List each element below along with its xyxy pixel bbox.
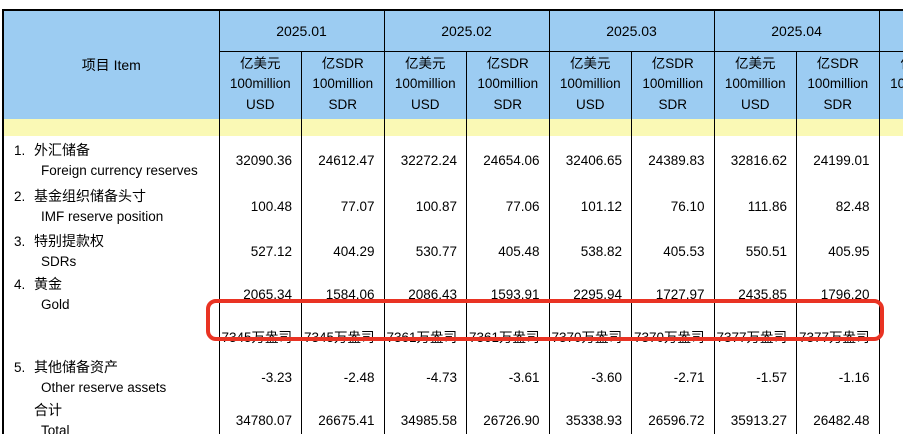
value-cell: -2.48	[301, 356, 385, 399]
item-column-header: 项目 Item	[81, 57, 141, 73]
row-label: 5. 其他储备资产 Other reserve assets	[14, 359, 167, 395]
value-cell: 7370万盎司	[548, 315, 632, 357]
value-cell: 1727.97	[631, 273, 715, 316]
yellow-divider-row	[3, 119, 903, 136]
value-cell: 26675.41	[301, 398, 385, 434]
value-cell: 111.86	[713, 184, 797, 229]
value-cell: 77.06	[466, 184, 550, 229]
value-cell: -2.71	[631, 356, 715, 399]
row-label: 合计 Total	[34, 402, 70, 434]
row-total: 合计 Total 34780.07 26675.41 34985.58 26726…	[3, 398, 903, 434]
value-cell: 2435.85	[713, 273, 797, 316]
row-foreign-currency-reserves: 1. 外汇储备 Foreign currency reserves 32090.36…	[3, 136, 903, 184]
value-cell: 26482.48	[796, 398, 880, 434]
value-cell: 26726.90	[466, 398, 550, 434]
value-cell: 76.10	[631, 184, 715, 229]
subheader-usd-1: 亿美元 100million USD	[218, 51, 302, 119]
value-cell: 527.12	[218, 229, 302, 273]
value-cell: 1584.06	[301, 273, 385, 316]
row-label	[3, 315, 219, 356]
value-cell: 2065.34	[218, 273, 302, 316]
value-cell: -3.61	[466, 356, 550, 399]
value-cell: 34780.07	[218, 398, 302, 434]
row-label: 2. 基金组织储备头寸 IMF reserve position	[14, 188, 164, 224]
value-cell: 538.82	[548, 229, 632, 273]
value-cell: 1593.91	[466, 273, 550, 316]
value-cell: 7377万盎司	[713, 315, 797, 357]
value-cell: 24612.47	[301, 136, 385, 184]
row-gold: 4. 黄金 Gold 2065.34 1584.06 2086.43 1593.91…	[3, 273, 903, 316]
value-cell: 7345万盎司	[218, 315, 302, 357]
period-header-partial	[878, 10, 903, 52]
subheader-sdr-1: 亿SDR 100million SDR	[301, 51, 385, 119]
value-cell: 1796.20	[796, 273, 880, 316]
value-cell: -4.73	[383, 356, 467, 399]
value-cell: 82.48	[796, 184, 880, 229]
value-cell: 101.12	[548, 184, 632, 229]
value-cell: 550.51	[713, 229, 797, 273]
row-sdrs: 3. 特别提款权 SDRs 527.12 404.29 530.77 405.48 …	[3, 229, 903, 273]
value-cell: 77.07	[301, 184, 385, 229]
value-cell: 7361万盎司	[466, 315, 550, 357]
value-cell: 24389.83	[631, 136, 715, 184]
row-other-reserve-assets: 5. 其他储备资产 Other reserve assets -3.23 -2.48…	[3, 356, 903, 399]
value-cell: 404.29	[301, 229, 385, 273]
row-label: 4. 黄金 Gold	[14, 276, 70, 312]
value-cell: -3.60	[548, 356, 632, 399]
value-cell: 405.95	[796, 229, 880, 273]
row-label: 3. 特别提款权 SDRs	[14, 232, 104, 269]
value-cell: 7370万盎司	[631, 315, 715, 357]
value-cell: 35913.27	[713, 398, 797, 434]
reserves-table: 项目 Item 2025.01 2025.02 2025.03 2025.04 …	[2, 9, 903, 434]
value-cell: -1.16	[796, 356, 880, 399]
value-cell: 26596.72	[631, 398, 715, 434]
value-cell: 24199.01	[796, 136, 880, 184]
value-cell: 32406.65	[548, 136, 632, 184]
value-cell: 405.48	[466, 229, 550, 273]
subheader-sdr-4: 亿SDR 100million SDR	[796, 51, 880, 119]
value-cell: 2295.94	[548, 273, 632, 316]
value-cell: 32272.24	[383, 136, 467, 184]
row-label: 1. 外汇储备 Foreign currency reserves	[14, 141, 198, 178]
period-header-2025-03: 2025.03	[548, 10, 715, 52]
value-cell: 7345万盎司	[301, 315, 385, 357]
subheader-usd-2: 亿美元 100million USD	[383, 51, 467, 119]
value-cell: 24654.06	[466, 136, 550, 184]
value-cell: 7361万盎司	[383, 315, 467, 357]
value-cell: 100.48	[218, 184, 302, 229]
value-cell: 7377万盎司	[796, 315, 880, 357]
value-cell: -3.23	[218, 356, 302, 399]
period-header-2025-04: 2025.04	[713, 10, 880, 52]
value-cell: 34985.58	[383, 398, 467, 434]
period-header-2025-02: 2025.02	[383, 10, 550, 52]
row-imf-reserve-position: 2. 基金组织储备头寸 IMF reserve position 100.48 77…	[3, 184, 903, 229]
value-cell: 530.77	[383, 229, 467, 273]
value-cell: 35338.93	[548, 398, 632, 434]
value-cell: 405.53	[631, 229, 715, 273]
subheader-usd-3: 亿美元 100million USD	[548, 51, 632, 119]
value-cell: 100.87	[383, 184, 467, 229]
value-cell: 2086.43	[383, 273, 467, 316]
period-header-2025-01: 2025.01	[218, 10, 385, 52]
subheader-sdr-3: 亿SDR 100million SDR	[631, 51, 715, 119]
value-cell: 32090.36	[218, 136, 302, 184]
value-cell: 32816.62	[713, 136, 797, 184]
subheader-usd-4: 亿美元 100million USD	[713, 51, 797, 119]
subheader-sdr-2: 亿SDR 100million SDR	[466, 51, 550, 119]
row-gold-ounces: 7345万盎司 7345万盎司 7361万盎司 7361万盎司 7370万盎司 …	[3, 315, 903, 357]
value-cell: -1.57	[713, 356, 797, 399]
